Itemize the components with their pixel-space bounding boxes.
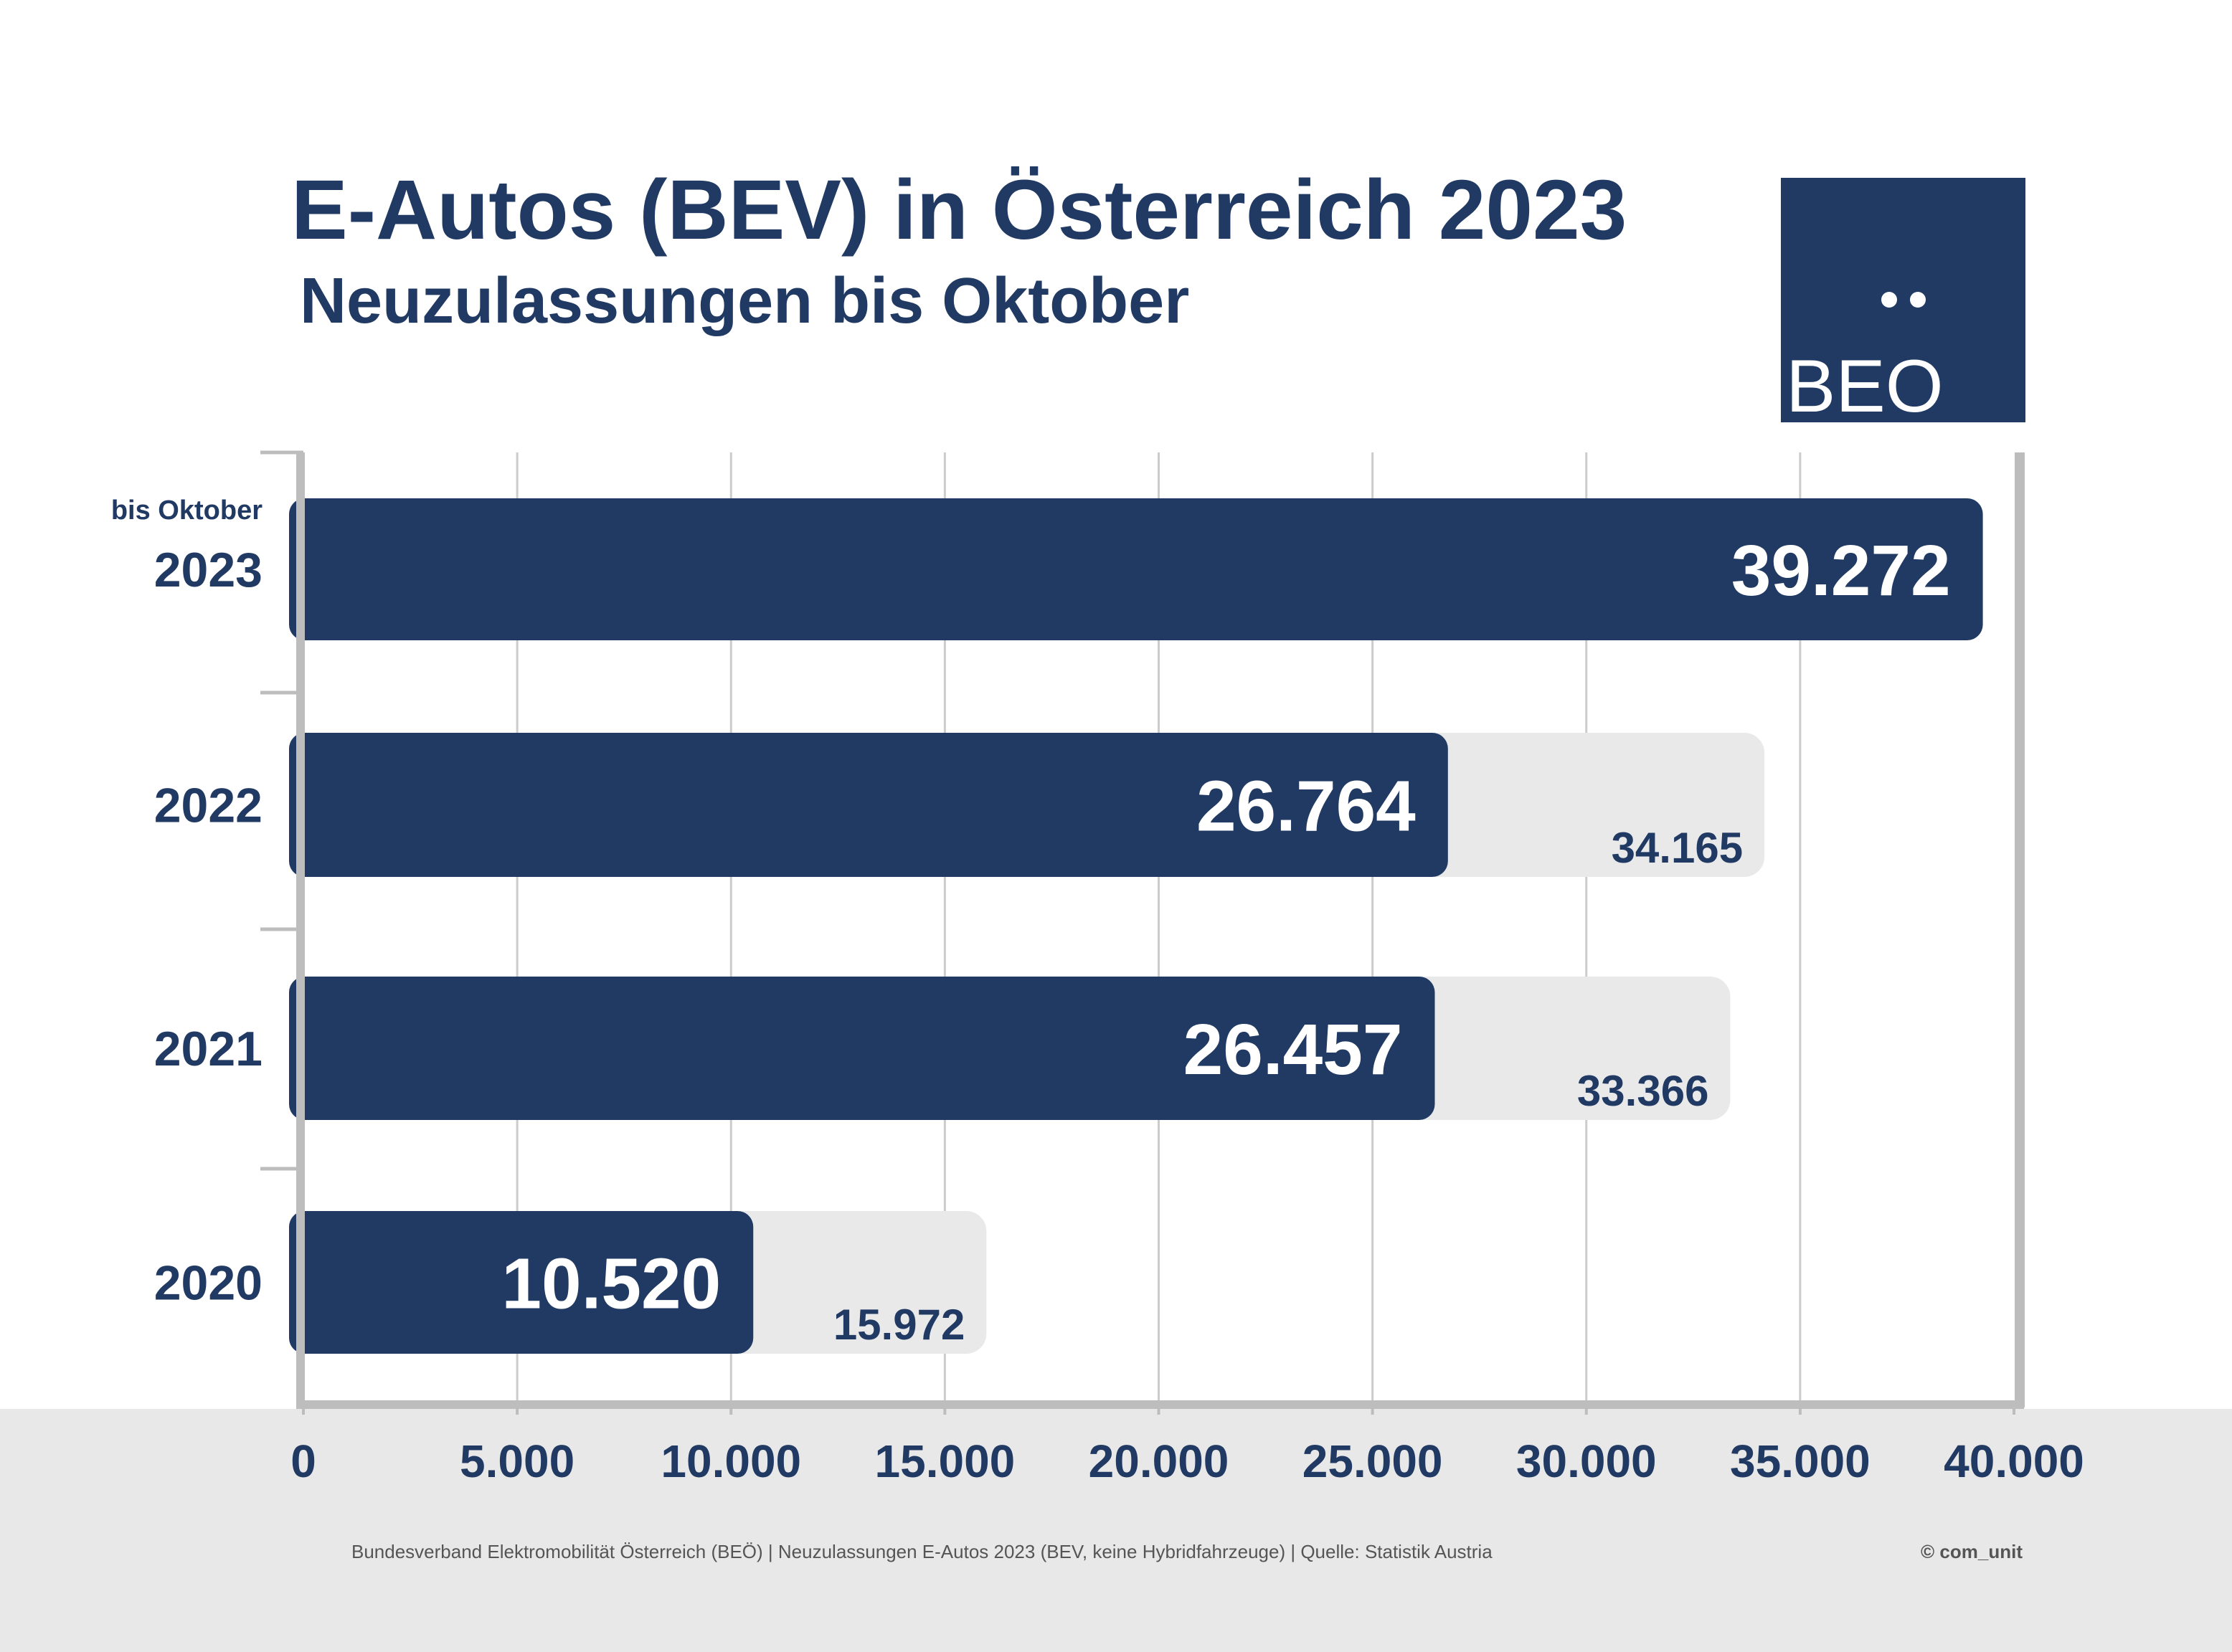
y-category-label: 2021	[154, 1022, 263, 1076]
footer-source: Bundesverband Elektromobilität Österreic…	[351, 1541, 1493, 1562]
ytd-value-label: 39.272	[1731, 531, 1951, 611]
y-category-labels: 2023 bis Oktober 2022 2021 2020	[111, 495, 263, 1311]
logo-dot-right	[1910, 292, 1926, 308]
chart-title: E-Autos (BEV) in Österreich 2023	[291, 163, 1627, 257]
full-year-label: 15.972	[833, 1301, 965, 1349]
axis-frame	[260, 450, 2025, 1415]
category-note: bis Oktober	[111, 495, 263, 526]
x-tick-label: 40.000	[1944, 1435, 2084, 1487]
beo-logo: BEO	[1781, 178, 2025, 428]
x-tick-label: 35.000	[1730, 1435, 1871, 1487]
chart-subtitle: Neuzulassungen bis Oktober	[300, 265, 1189, 337]
bars: 39.272 34.165 26.764 33.366 26.457 15.972 10.5…	[289, 498, 1983, 1354]
y-category-label: 2020	[154, 1256, 263, 1311]
x-tick-labels: 0 5.000 10.000 15.000 20.000 25.000 30.000 35.0…	[290, 1435, 2084, 1487]
ytd-value-label: 26.457	[1183, 1010, 1403, 1090]
footer-copyright: © com_unit	[1921, 1541, 2023, 1562]
footer-background	[0, 1409, 2232, 1652]
ytd-bar	[289, 733, 1448, 877]
x-tick-label: 30.000	[1516, 1435, 1657, 1487]
x-tick-label: 5.000	[460, 1435, 574, 1487]
x-tick-label: 20.000	[1089, 1435, 1229, 1487]
x-tick-label: 10.000	[661, 1435, 801, 1487]
y-category-label: 2023	[154, 543, 263, 597]
ytd-bar	[289, 498, 1983, 640]
ytd-value-label: 10.520	[501, 1244, 721, 1324]
ytd-value-label: 26.764	[1196, 766, 1416, 847]
full-year-label: 33.366	[1577, 1067, 1709, 1115]
x-tick-label: 0	[290, 1435, 316, 1487]
x-tick-label: 15.000	[875, 1435, 1016, 1487]
full-year-label: 34.165	[1612, 824, 1744, 872]
logo-text: BEO	[1786, 345, 1944, 428]
x-tick-label: 25.000	[1302, 1435, 1443, 1487]
ytd-bar	[289, 1211, 754, 1354]
logo-background	[1781, 178, 2025, 422]
ytd-bar	[289, 977, 1435, 1120]
y-category-label: 2022	[154, 779, 263, 833]
logo-dot-left	[1881, 292, 1897, 308]
